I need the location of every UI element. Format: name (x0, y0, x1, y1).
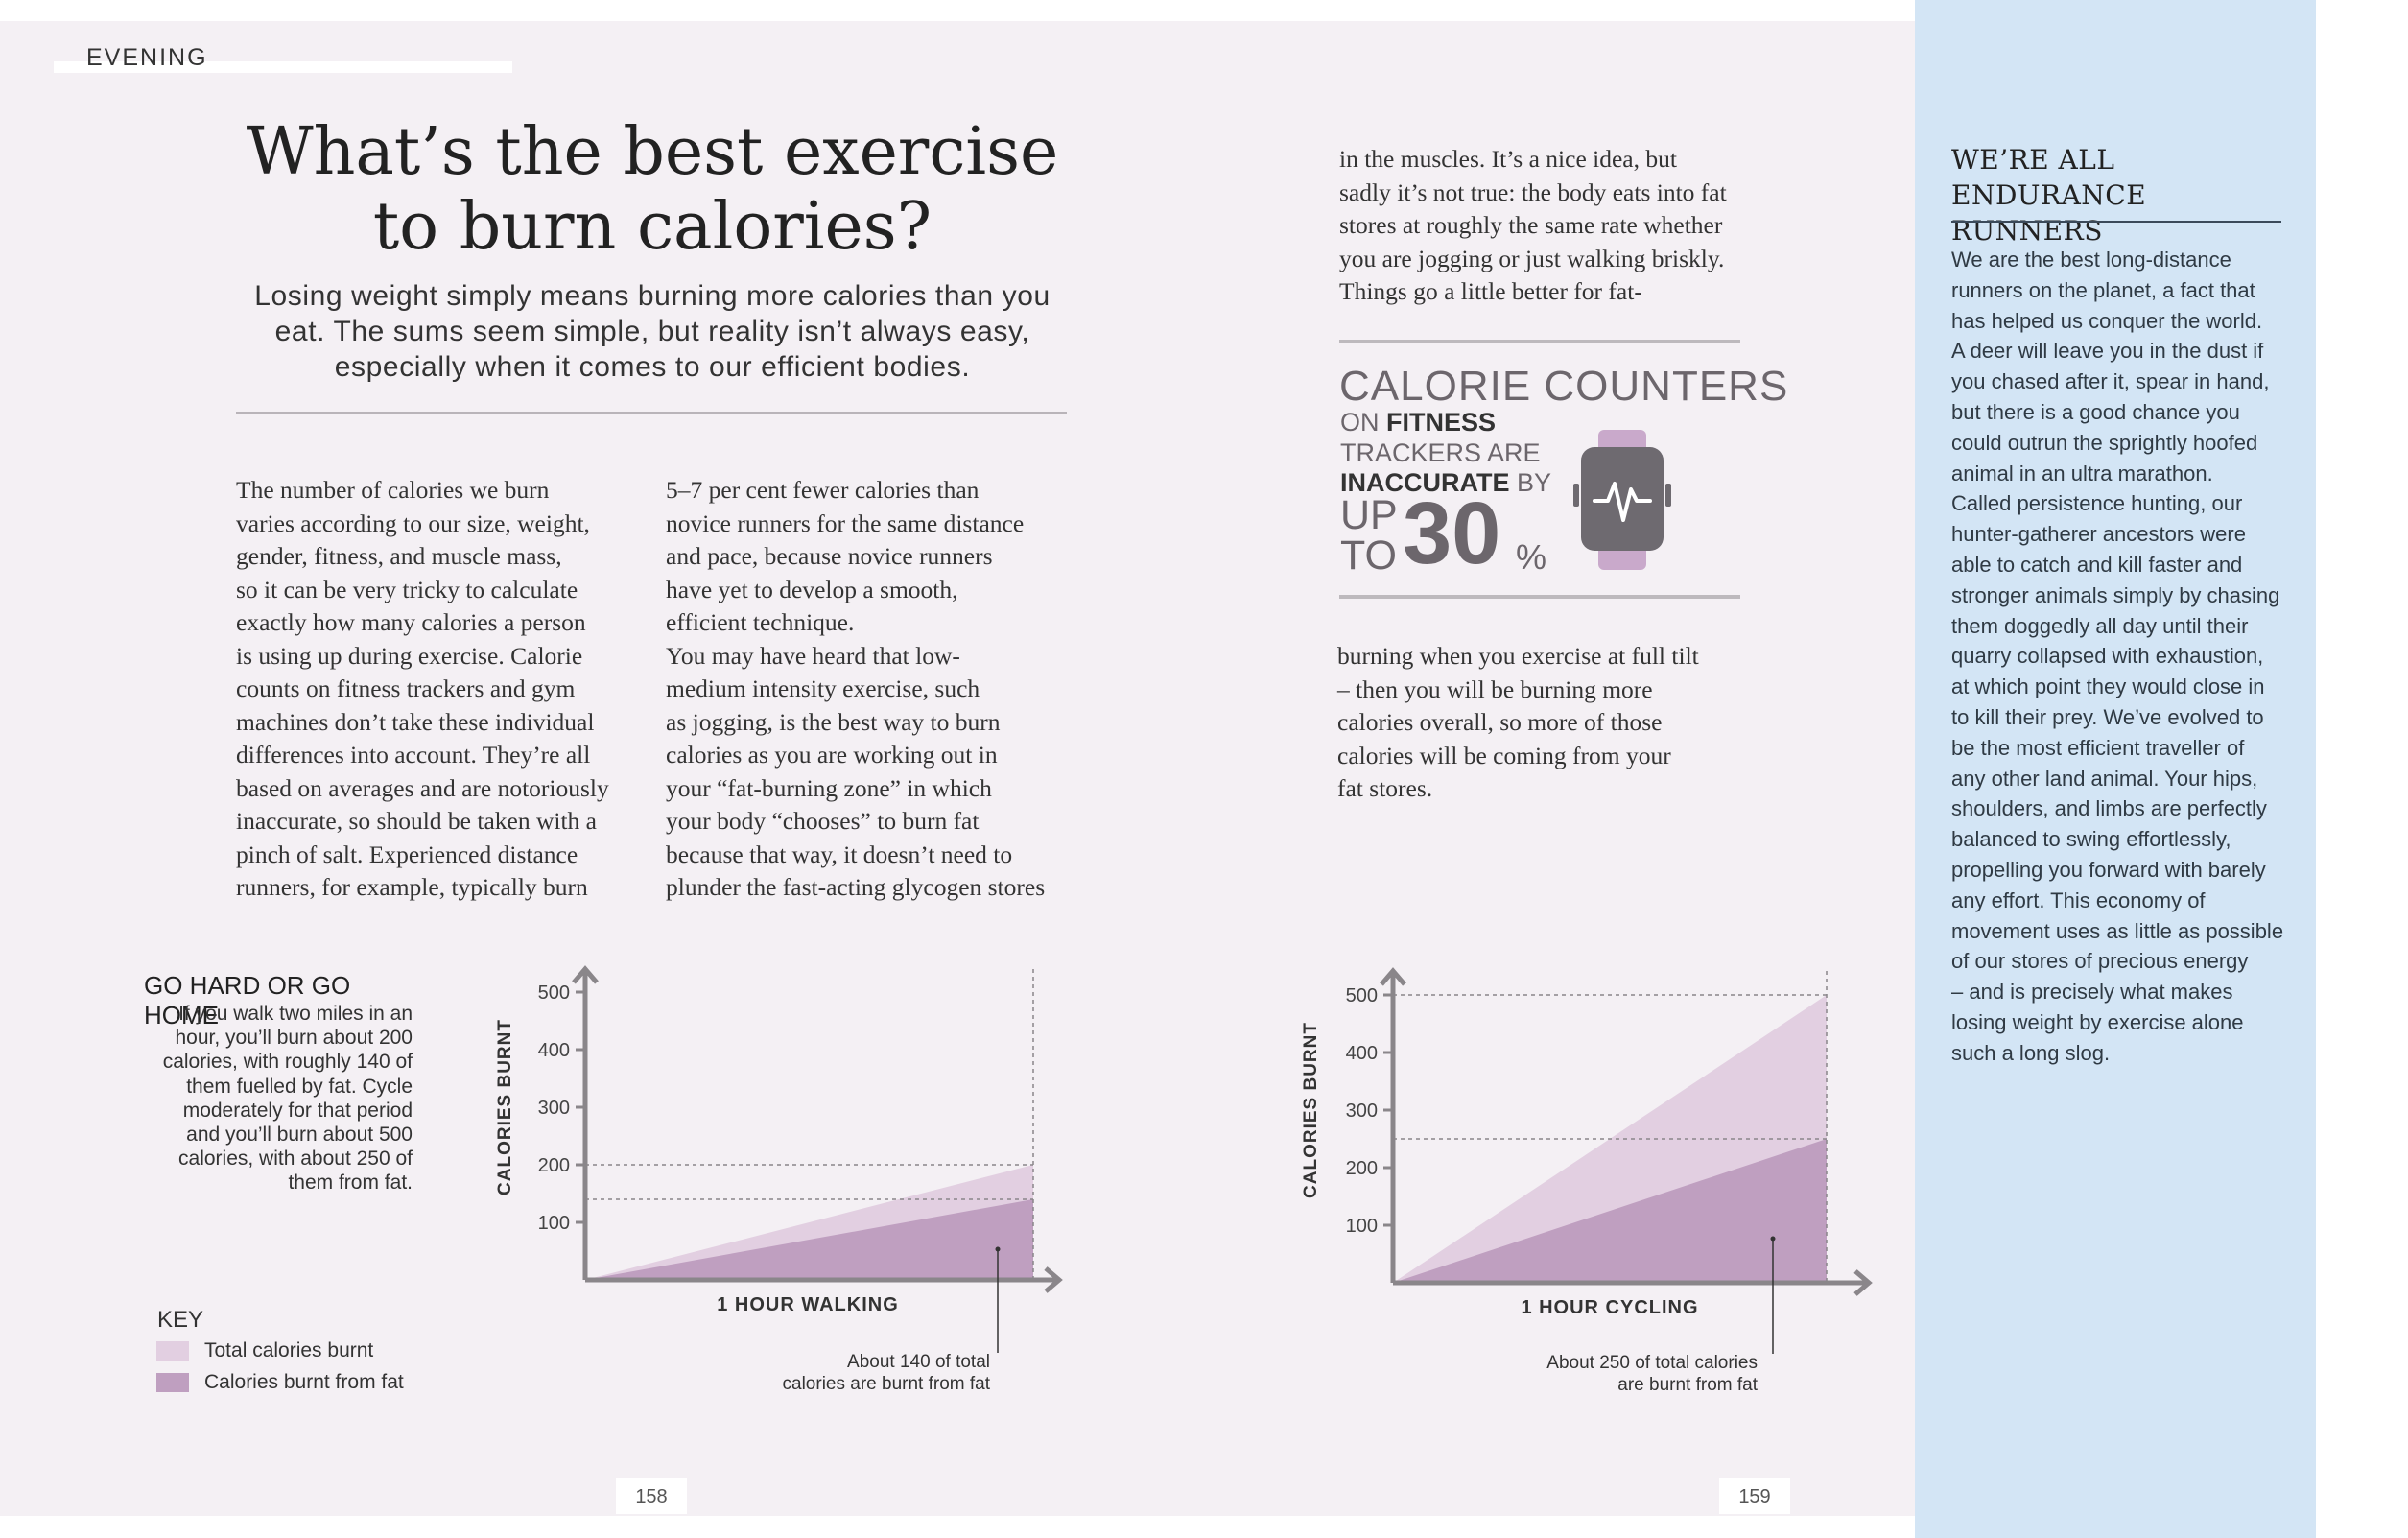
callout-line-3: INACCURATE BY (1340, 468, 1552, 497)
intro-text: Losing weight simply means burning more … (254, 280, 1051, 383)
chart-1-x-arrow (1044, 1266, 1063, 1293)
sidebar-text: We are the best long-distance runners on… (1951, 248, 2284, 1065)
chart-1-annotation-line-1: calories are burnt from fat (783, 1374, 991, 1394)
callout-rule-top (1339, 340, 1740, 343)
chart-2-tick-label-500: 500 (1346, 985, 1378, 1006)
key-title: KEY (157, 1307, 204, 1333)
callout-title: CALORIE COUNTERS (1339, 363, 1789, 410)
go-hard-text: If you walk two miles in an hour, you’ll… (162, 1003, 413, 1195)
chart-2-area-fat (1393, 1139, 1827, 1283)
watch-strap-bottom (1598, 545, 1646, 570)
page-number-box-left (616, 1478, 687, 1514)
chart-1-area-fat (585, 1199, 1033, 1280)
key-label-total: Total calories burnt (204, 1339, 374, 1361)
section-label: EVENING (86, 44, 208, 71)
page-number-right: 159 (1738, 1486, 1771, 1507)
chart-2-x-label: 1 HOUR CYCLING (1521, 1297, 1698, 1318)
chart-2-y-label: CALORIES BURNT (1301, 1022, 1321, 1198)
watch-button-right (1665, 484, 1671, 507)
callout-rule-bottom (1339, 595, 1740, 599)
watch-face (1581, 447, 1664, 551)
chart-2-tick-label-400: 400 (1346, 1043, 1378, 1064)
chart-1-tick-label-100: 100 (538, 1213, 570, 1234)
heartbeat-icon (1593, 482, 1652, 522)
watch-button-left (1573, 484, 1579, 507)
key-label-fat: Calories burnt from fat (204, 1371, 404, 1393)
sidebar-heading-rule (1951, 221, 2281, 223)
key-swatch-total (156, 1341, 189, 1361)
chart-2-annotation-line-0: About 250 of total calories (1546, 1353, 1758, 1373)
chart-2-pointer-dot (1770, 1236, 1776, 1242)
sidebar-panel (1915, 0, 2316, 1538)
callout-line-2: TRACKERS ARE (1340, 438, 1541, 467)
callout-up: UP (1340, 492, 1398, 538)
chart-2-tick-label-200: 200 (1346, 1158, 1378, 1179)
sidebar-heading: WE’RE ALL ENDURANCE RUNNERS (1951, 144, 2147, 247)
chart-1-y-label: CALORIES BURNT (495, 1019, 515, 1195)
callout-to: TO (1340, 532, 1397, 579)
smartwatch-icon (1573, 430, 1671, 570)
callout-line-1: ON FITNESS (1340, 408, 1497, 437)
body-column-2: 5–7 per cent fewer calories than novice … (666, 476, 1046, 901)
chart-2-annotation-line-1: are burnt from fat (1617, 1375, 1758, 1395)
callout-number: 30 (1403, 485, 1501, 582)
chart-1-tick-label-200: 200 (538, 1155, 570, 1176)
key-swatch-fat (156, 1373, 189, 1392)
header-bar (54, 61, 512, 73)
page-title: What’s the best exercise to burn calorie… (246, 114, 1059, 265)
chart-1-tick-label-400: 400 (538, 1040, 570, 1061)
chart-1-y-arrow (572, 965, 599, 984)
body-column-3-bottom: burning when you exercise at full tilt –… (1337, 642, 1699, 802)
body-column-1: The number of calories we burn varies ac… (236, 476, 609, 901)
chart-1-tick-label-500: 500 (538, 982, 570, 1004)
chart-2-y-arrow (1380, 967, 1406, 986)
body-column-3-top: in the muscles. It’s a nice idea, but sa… (1339, 145, 1727, 305)
page-number-box-right (1719, 1478, 1790, 1514)
chart-2-x-arrow (1853, 1269, 1873, 1296)
go-hard-title: GO HARD OR GO HOME (144, 971, 351, 1029)
chart-1-annotation-line-0: About 140 of total (847, 1352, 990, 1372)
chart-1-pointer-dot (995, 1246, 1001, 1252)
callout-percent: % (1516, 537, 1547, 577)
chart-2-tick-label-100: 100 (1346, 1216, 1378, 1237)
chart-2-tick-label-300: 300 (1346, 1100, 1378, 1122)
chart-1-x-label: 1 HOUR WALKING (717, 1294, 899, 1315)
title-divider (236, 412, 1067, 414)
chart-1-tick-label-300: 300 (538, 1098, 570, 1119)
page-number-left: 158 (635, 1486, 668, 1507)
